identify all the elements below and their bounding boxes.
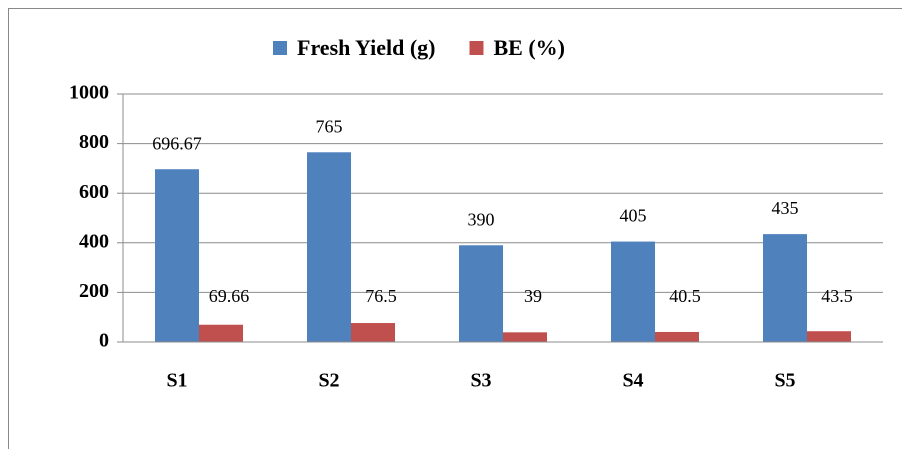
data-label: 435 [772, 198, 799, 218]
x-tick-label: S1 [166, 370, 187, 392]
legend-label: BE (%) [494, 35, 566, 60]
y-tick-label: 400 [79, 230, 109, 252]
y-tick-label: 0 [99, 330, 109, 352]
data-label: 76.5 [365, 286, 397, 306]
bar [655, 331, 699, 342]
y-tick-label: 200 [79, 280, 109, 302]
bar [351, 323, 395, 342]
bar [763, 234, 807, 342]
data-label: 39 [524, 286, 542, 306]
legend-label: Fresh Yield (g) [297, 35, 436, 60]
legend-swatch [469, 41, 484, 55]
data-label: 69.66 [209, 286, 250, 306]
data-label: 696.67 [152, 133, 202, 153]
legend-swatch [273, 41, 287, 55]
data-label: 43.5 [821, 286, 853, 306]
y-tick-label: 800 [79, 131, 109, 153]
y-tick-label: 1000 [69, 82, 109, 104]
bar [307, 152, 351, 342]
data-label: 765 [316, 116, 343, 136]
x-tick-label: S3 [470, 370, 491, 392]
chart-border [8, 8, 902, 449]
bar [503, 332, 547, 342]
x-tick-label: S4 [622, 370, 643, 392]
x-tick-label: S5 [774, 370, 795, 392]
bar [199, 324, 243, 342]
bar [611, 241, 655, 342]
y-tick-label: 600 [79, 181, 109, 203]
data-label: 390 [468, 209, 495, 229]
bar [155, 169, 199, 342]
data-label: 405 [620, 206, 647, 226]
x-tick-label: S2 [318, 370, 339, 392]
data-label: 40.5 [669, 286, 701, 306]
bar [459, 245, 503, 342]
bar [807, 331, 851, 342]
